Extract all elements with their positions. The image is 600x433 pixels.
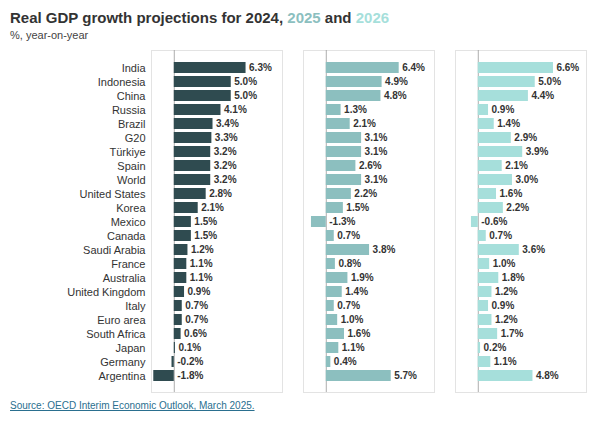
svg-text:1.5%: 1.5% [194, 216, 217, 227]
svg-text:5.0%: 5.0% [234, 76, 257, 87]
svg-text:India: India [122, 62, 147, 74]
svg-text:1.0%: 1.0% [493, 258, 516, 269]
svg-text:United Kingdom: United Kingdom [67, 286, 145, 298]
svg-text:5.7%: 5.7% [394, 370, 417, 381]
svg-text:3.0%: 3.0% [515, 174, 538, 185]
svg-text:2.6%: 2.6% [359, 160, 382, 171]
svg-text:3.1%: 3.1% [365, 146, 388, 157]
svg-text:-1.3%: -1.3% [329, 216, 355, 227]
svg-text:1.6%: 1.6% [500, 188, 523, 199]
svg-text:1.4%: 1.4% [345, 286, 368, 297]
svg-text:0.7%: 0.7% [337, 230, 360, 241]
svg-text:0.2%: 0.2% [484, 342, 507, 353]
svg-text:1.2%: 1.2% [191, 244, 214, 255]
svg-text:Saudi Arabia: Saudi Arabia [83, 244, 146, 256]
svg-text:1.7%: 1.7% [501, 328, 524, 339]
svg-text:1.5%: 1.5% [346, 202, 369, 213]
svg-text:1.6%: 1.6% [348, 328, 371, 339]
svg-text:Indonesia: Indonesia [98, 76, 147, 88]
svg-text:Türkiye: Türkiye [109, 146, 145, 158]
svg-text:1.1%: 1.1% [190, 272, 213, 283]
svg-text:3.8%: 3.8% [373, 244, 396, 255]
svg-text:1.8%: 1.8% [502, 272, 525, 283]
svg-text:0.4%: 0.4% [334, 356, 357, 367]
svg-text:United States: United States [79, 188, 146, 200]
svg-text:-0.6%: -0.6% [481, 216, 507, 227]
svg-text:0.9%: 0.9% [188, 286, 211, 297]
svg-text:6.4%: 6.4% [402, 62, 425, 73]
svg-text:1.4%: 1.4% [497, 118, 520, 129]
svg-text:Spain: Spain [117, 160, 145, 172]
svg-text:Australia: Australia [103, 272, 147, 284]
svg-text:2.1%: 2.1% [201, 202, 224, 213]
svg-text:Brazil: Brazil [118, 118, 146, 130]
svg-text:Korea: Korea [116, 202, 146, 214]
svg-text:World: World [117, 174, 146, 186]
svg-text:2.2%: 2.2% [506, 202, 529, 213]
svg-text:-1.8%: -1.8% [177, 370, 203, 381]
svg-text:2.1%: 2.1% [505, 160, 528, 171]
svg-text:4.8%: 4.8% [536, 370, 559, 381]
svg-text:0.7%: 0.7% [489, 230, 512, 241]
html-text:Source: OECD Interim Economic: Source: OECD Interim Economic Outlook, M… [10, 400, 255, 411]
svg-text:Canada: Canada [107, 230, 146, 242]
svg-text:4.9%: 4.9% [385, 76, 408, 87]
svg-text:2.9%: 2.9% [514, 132, 537, 143]
svg-text:-0.2%: -0.2% [177, 356, 203, 367]
svg-text:0.9%: 0.9% [492, 300, 515, 311]
svg-text:3.2%: 3.2% [214, 160, 237, 171]
svg-text:4.1%: 4.1% [224, 104, 247, 115]
svg-text:South Africa: South Africa [86, 328, 146, 340]
svg-text:2.1%: 2.1% [353, 118, 376, 129]
svg-text:0.6%: 0.6% [184, 328, 207, 339]
svg-text:4.4%: 4.4% [531, 90, 554, 101]
svg-text:France: France [111, 258, 145, 270]
svg-text:1.1%: 1.1% [190, 258, 213, 269]
svg-text:1.2%: 1.2% [495, 314, 518, 325]
svg-text:5.0%: 5.0% [538, 76, 561, 87]
svg-text:3.3%: 3.3% [215, 132, 238, 143]
svg-text:3.2%: 3.2% [214, 146, 237, 157]
svg-text:3.9%: 3.9% [526, 146, 549, 157]
svg-text:Mexico: Mexico [111, 216, 146, 228]
svg-text:0.7%: 0.7% [337, 300, 360, 311]
html-text:Real GDP growth projections fo: Real GDP growth projections for 2024, 20… [10, 9, 390, 26]
svg-text:1.2%: 1.2% [495, 286, 518, 297]
svg-text:0.7%: 0.7% [185, 300, 208, 311]
svg-text:Japan: Japan [116, 342, 146, 354]
svg-text:3.2%: 3.2% [214, 174, 237, 185]
svg-text:1.5%: 1.5% [194, 230, 217, 241]
svg-text:2.8%: 2.8% [209, 188, 232, 199]
svg-text:3.1%: 3.1% [365, 174, 388, 185]
svg-text:1.1%: 1.1% [342, 342, 365, 353]
svg-text:0.1%: 0.1% [178, 342, 201, 353]
html-text:%, year-on-year: %, year-on-year [10, 29, 89, 41]
svg-text:3.4%: 3.4% [216, 118, 239, 129]
svg-text:3.6%: 3.6% [522, 244, 545, 255]
svg-text:2.2%: 2.2% [354, 188, 377, 199]
svg-text:6.3%: 6.3% [249, 62, 272, 73]
svg-text:China: China [117, 90, 147, 102]
svg-text:1.3%: 1.3% [344, 104, 367, 115]
svg-text:Argentina: Argentina [98, 370, 146, 382]
svg-text:0.8%: 0.8% [338, 258, 361, 269]
svg-text:1.9%: 1.9% [351, 272, 374, 283]
svg-text:Russia: Russia [112, 104, 147, 116]
svg-text:3.1%: 3.1% [365, 132, 388, 143]
svg-text:4.8%: 4.8% [384, 90, 407, 101]
svg-text:1.1%: 1.1% [494, 356, 517, 367]
svg-text:0.9%: 0.9% [492, 104, 515, 115]
svg-text:1.0%: 1.0% [341, 314, 364, 325]
svg-text:Germany: Germany [100, 356, 146, 368]
svg-text:Euro area: Euro area [97, 314, 146, 326]
svg-text:Italy: Italy [125, 300, 146, 312]
svg-text:0.7%: 0.7% [185, 314, 208, 325]
svg-text:6.6%: 6.6% [556, 62, 579, 73]
svg-text:5.0%: 5.0% [234, 90, 257, 101]
svg-text:G20: G20 [125, 132, 146, 144]
